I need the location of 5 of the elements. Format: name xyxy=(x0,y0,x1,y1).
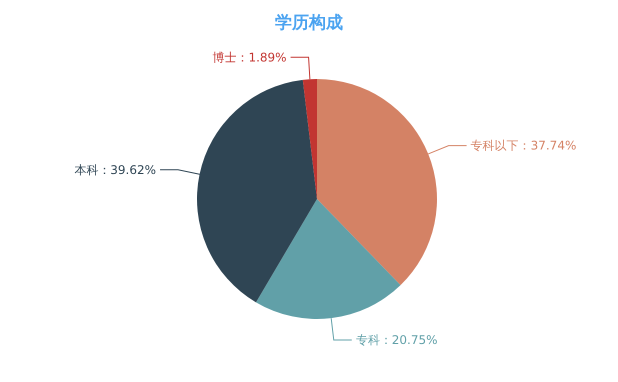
slice-label: 专科：20.75% xyxy=(356,333,438,348)
slice-label: 博士：1.89% xyxy=(212,50,287,64)
chart-title: 学历构成 xyxy=(275,13,343,33)
slice-label: 本科：39.62% xyxy=(74,162,156,177)
slice-label: 专科以下：37.74% xyxy=(470,138,576,153)
